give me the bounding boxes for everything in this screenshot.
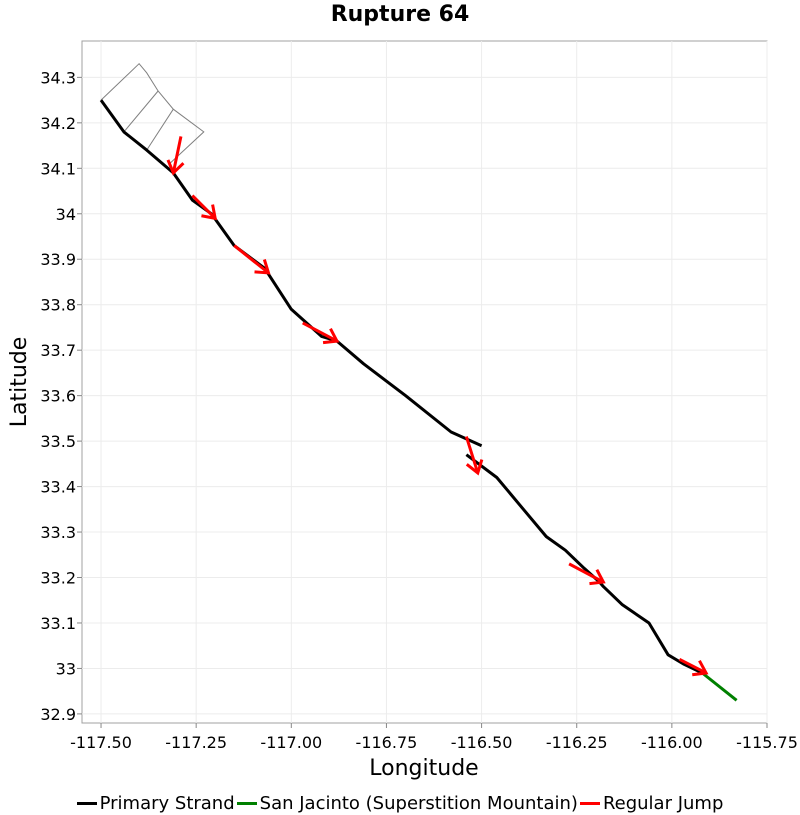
x-axis-label: Longitude bbox=[369, 756, 478, 781]
jump-arrow bbox=[678, 658, 709, 677]
fault-outline-line bbox=[123, 90, 159, 133]
legend-item: Regular Jump bbox=[579, 793, 724, 814]
jump-arrow-head bbox=[322, 327, 340, 345]
jump-arrows bbox=[166, 136, 709, 677]
legend-item: San Jacinto (Superstition Mountain) bbox=[236, 793, 578, 814]
fault-outline bbox=[100, 62, 205, 165]
jump-arrow-head bbox=[589, 568, 606, 586]
legend-label: San Jacinto (Superstition Mountain) bbox=[259, 793, 578, 814]
grid bbox=[77, 41, 768, 728]
legend-label: Primary Strand bbox=[99, 793, 235, 814]
y-tick-label: 32.9 bbox=[40, 705, 76, 724]
x-tick-label: -117.25 bbox=[165, 733, 227, 752]
jump-arrow bbox=[568, 562, 606, 586]
y-tick-label: 33.8 bbox=[40, 296, 76, 315]
x-tick-label: -116.25 bbox=[546, 733, 608, 752]
series-line bbox=[701, 671, 738, 702]
y-tick-label: 33.4 bbox=[40, 478, 76, 497]
y-tick-labels: 32.9 33 33.1 33.2 33.3 33.4 33.5 33.6 33.7 33.8 33… bbox=[40, 68, 76, 724]
x-tick-labels: -117.50 -117.25 -117.00 -116.75 -116.50 -116.… bbox=[70, 733, 798, 752]
jump-arrow-shaft bbox=[191, 194, 217, 220]
plot-area bbox=[81, 40, 768, 724]
jump-arrow-head bbox=[465, 459, 484, 476]
jump-arrow-shaft bbox=[568, 562, 605, 584]
jump-arrow bbox=[302, 321, 340, 345]
jump-arrow-head bbox=[692, 659, 709, 677]
jump-arrow-shaft bbox=[302, 321, 338, 343]
jump-arrow bbox=[464, 436, 484, 476]
fault-outline-line bbox=[146, 108, 174, 151]
y-tick-label: 33.1 bbox=[40, 614, 76, 633]
y-axis-label: Latitude bbox=[7, 337, 32, 428]
legend-swatch bbox=[236, 802, 257, 805]
legend: Primary Strand San Jacinto (Superstition … bbox=[0, 789, 800, 814]
x-tick-label: -116.00 bbox=[641, 733, 703, 752]
y-tick-label: 34 bbox=[56, 205, 76, 224]
legend-label: Regular Jump bbox=[602, 793, 724, 814]
x-tick-label: -116.50 bbox=[451, 733, 513, 752]
jump-arrow-shaft bbox=[678, 658, 707, 675]
x-tick-label: -117.00 bbox=[260, 733, 322, 752]
jump-arrow-head bbox=[254, 259, 271, 275]
y-tick-label: 33.6 bbox=[40, 387, 76, 406]
y-tick-label: 33.2 bbox=[40, 569, 76, 588]
y-tick-label: 34.3 bbox=[40, 68, 76, 87]
jump-arrow-shaft bbox=[464, 436, 480, 474]
jump-arrow-head bbox=[166, 159, 185, 176]
y-tick-label: 33.3 bbox=[40, 523, 76, 542]
jump-arrow bbox=[191, 194, 218, 221]
legend-swatch bbox=[76, 802, 97, 805]
jump-arrow bbox=[166, 136, 185, 176]
y-tick-label: 34.2 bbox=[40, 114, 76, 133]
legend-swatch bbox=[579, 802, 600, 805]
y-tick-label: 33 bbox=[56, 659, 76, 678]
y-tick-label: 33.5 bbox=[40, 432, 76, 451]
chart-title: Rupture 64 bbox=[330, 2, 470, 27]
x-tick-label: -115.75 bbox=[736, 733, 798, 752]
y-tick-label: 34.1 bbox=[40, 159, 76, 178]
jump-arrow-head bbox=[201, 204, 218, 221]
jump-arrow-shaft bbox=[233, 244, 270, 275]
jump-arrow bbox=[233, 244, 271, 275]
legend-item: Primary Strand bbox=[76, 793, 235, 814]
y-tick-label: 33.7 bbox=[40, 341, 76, 360]
x-tick-label: -116.75 bbox=[356, 733, 418, 752]
y-tick-label: 33.9 bbox=[40, 250, 76, 269]
jump-arrow-shaft bbox=[171, 136, 183, 174]
x-tick-label: -117.50 bbox=[70, 733, 132, 752]
